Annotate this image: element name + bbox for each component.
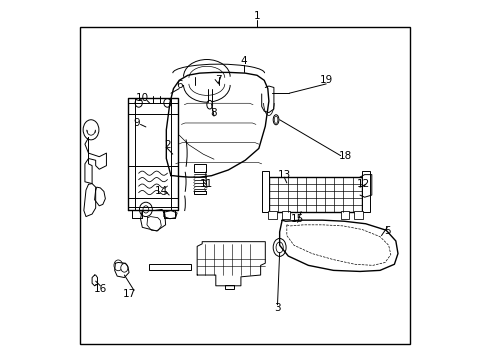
Text: 12: 12 <box>356 179 369 189</box>
Bar <box>281 211 290 219</box>
Bar <box>149 264 190 270</box>
Bar <box>362 171 369 212</box>
Text: 5: 5 <box>383 226 390 236</box>
Bar <box>193 164 205 172</box>
Bar <box>267 211 276 219</box>
Text: 7: 7 <box>215 75 222 85</box>
Bar <box>193 191 205 194</box>
Text: 3: 3 <box>274 303 280 314</box>
Text: 14: 14 <box>154 186 167 197</box>
Text: 15: 15 <box>290 214 304 224</box>
Ellipse shape <box>273 115 278 125</box>
Text: 17: 17 <box>122 289 135 299</box>
Ellipse shape <box>139 202 152 217</box>
Ellipse shape <box>273 238 285 256</box>
Ellipse shape <box>121 264 128 272</box>
Text: 4: 4 <box>240 56 246 66</box>
Ellipse shape <box>206 100 212 109</box>
Bar <box>268 177 362 212</box>
Text: 6: 6 <box>176 80 182 90</box>
Bar <box>262 171 268 212</box>
Ellipse shape <box>163 99 171 107</box>
Text: 2: 2 <box>164 140 170 150</box>
Text: 1: 1 <box>253 11 260 21</box>
Text: 8: 8 <box>210 108 217 118</box>
Ellipse shape <box>142 206 148 213</box>
Text: 16: 16 <box>94 284 107 294</box>
Text: 10: 10 <box>136 93 148 103</box>
Ellipse shape <box>83 120 99 140</box>
Ellipse shape <box>114 260 122 271</box>
Bar <box>80 27 409 344</box>
Text: 19: 19 <box>319 75 332 85</box>
Text: 11: 11 <box>200 179 213 189</box>
Ellipse shape <box>276 242 283 253</box>
Text: 9: 9 <box>133 118 139 128</box>
Ellipse shape <box>135 99 142 107</box>
Text: 13: 13 <box>278 170 291 180</box>
Bar <box>224 285 233 289</box>
Bar <box>340 211 348 219</box>
Bar <box>353 211 362 219</box>
Text: 18: 18 <box>338 150 351 161</box>
